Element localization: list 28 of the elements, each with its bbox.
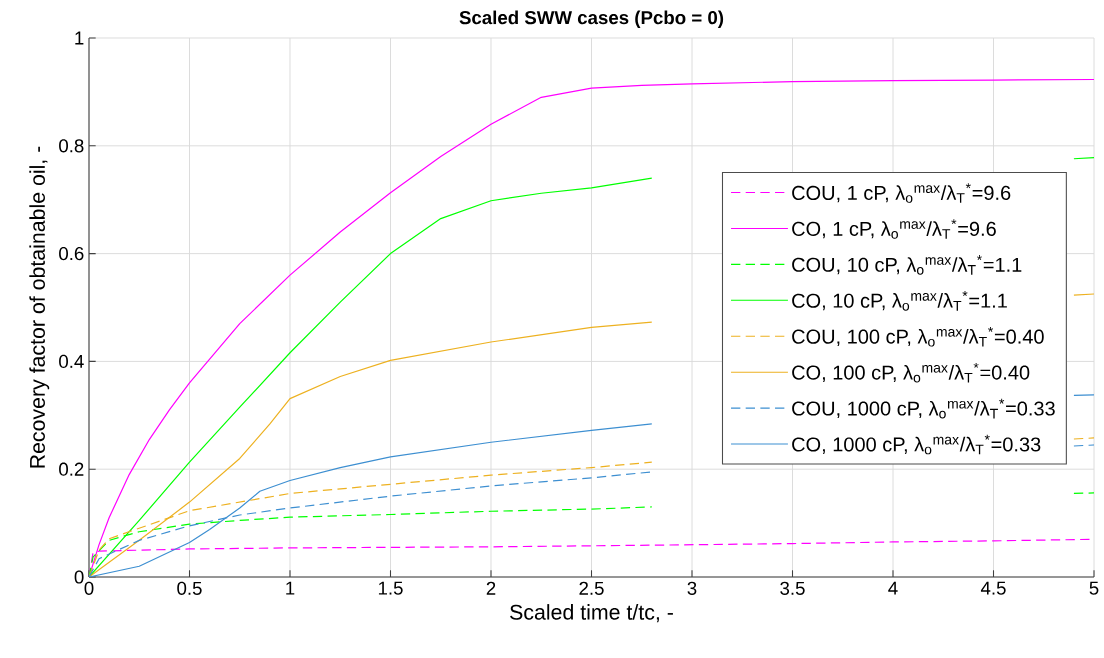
- x-tick-label: 2: [486, 581, 496, 595]
- x-tick-label: 3.5: [780, 581, 805, 595]
- chart-title: Scaled SWW cases (Pcbo = 0): [459, 10, 724, 28]
- y-axis-title: Recovery factor of obtainable oil, -: [29, 146, 50, 468]
- x-tick-label: 1: [286, 581, 295, 595]
- y-tick-label: 0.8: [59, 139, 84, 153]
- x-axis-title: Scaled time t/tc, -: [510, 604, 673, 623]
- x-tick-label: 0: [84, 581, 94, 595]
- x-tick-label: 3: [687, 581, 697, 595]
- legend-label: COU, 100 cP, λ$_{o}$$^{max}$/λ$_{T}$$^{*}$=0.40: [792, 326, 1044, 347]
- x-tick-label: 4.5: [980, 581, 1006, 595]
- x-tick-label: 2.5: [579, 581, 604, 595]
- x-tick-label: 5: [1089, 581, 1099, 595]
- y-tick-label: 1: [75, 31, 84, 45]
- x-tick-label: 1.5: [378, 581, 403, 595]
- legend-label: COU, 1000 cP, λ$_{o}$$^{max}$/λ$_{T}$$^{*}$=0.33: [792, 398, 1055, 419]
- x-tick-label: 4: [888, 581, 898, 595]
- legend-label: CO, 1000 cP, λ$_{o}$$^{max}$/λ$_{T}$$^{*}$=0.33: [792, 434, 1041, 455]
- y-tick-label: 0.2: [59, 462, 84, 476]
- x-tick-label: 0.5: [177, 581, 202, 595]
- y-tick-label: 0.6: [59, 246, 84, 261]
- legend-label: COU, 10 cP, λ$_{o}$$^{max}$/λ$_{T}$$^{*}$=1.1: [792, 255, 1022, 275]
- y-tick-label: 0.4: [59, 354, 84, 369]
- legend-label: CO, 1 cP, λ$_{o}$$^{max}$/λ$_{T}$$^{*}$=9.6: [792, 219, 996, 239]
- y-tick-label: 0: [74, 570, 84, 584]
- legend-label: CO, 100 cP, λ$_{o}$$^{max}$/λ$_{T}$$^{*}$=0.40: [792, 362, 1030, 383]
- legend-label: COU, 1 cP, λ$_{o}$$^{max}$/λ$_{T}$$^{*}$=9.6: [792, 183, 1011, 203]
- legend-label: CO, 10 cP, λ$_{o}$$^{max}$/λ$_{T}$$^{*}$=1.1: [792, 291, 1007, 311]
